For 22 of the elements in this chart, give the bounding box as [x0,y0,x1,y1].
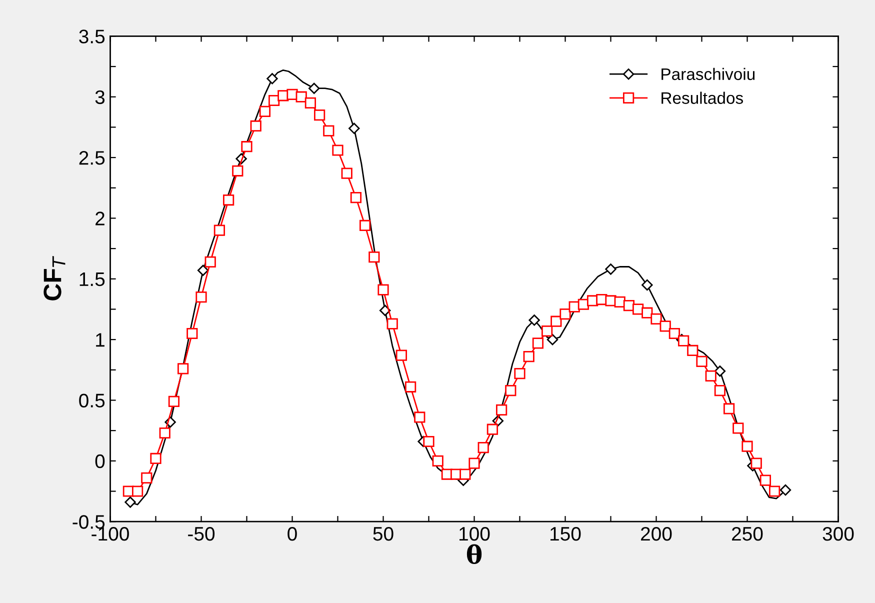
y-tick-label: 3 [95,90,105,104]
x-tick-label: -100 [92,526,129,541]
y-tick-label: 0 [95,454,105,468]
x-tick-label: 300 [822,526,854,541]
y-tick-label: 2.5 [79,151,105,165]
y-tick-label: 2 [96,212,104,226]
x-axis-title: θ [466,544,482,564]
y-axis-title: CF$_{T}$ [44,256,66,300]
y-tick-label: 1 [96,333,104,347]
y-tick-label: 1.5 [80,272,105,286]
x-tick-label: 200 [641,526,672,541]
x-tick-label: 50 [373,526,394,541]
x-tick-label: 250 [732,526,763,541]
x-tick-label: 0 [288,526,297,541]
x-tick-label: 100 [460,526,490,541]
legend-label: Resultados [662,92,743,104]
y-tick-label: -0.5 [72,515,105,529]
legend-label: Paraschivoiu [662,68,755,80]
y-tick-label: 0.5 [79,394,105,408]
x-tick-label: 150 [550,526,581,541]
x-tick-label: -50 [188,526,215,541]
y-tick-label: 3.5 [79,30,105,44]
